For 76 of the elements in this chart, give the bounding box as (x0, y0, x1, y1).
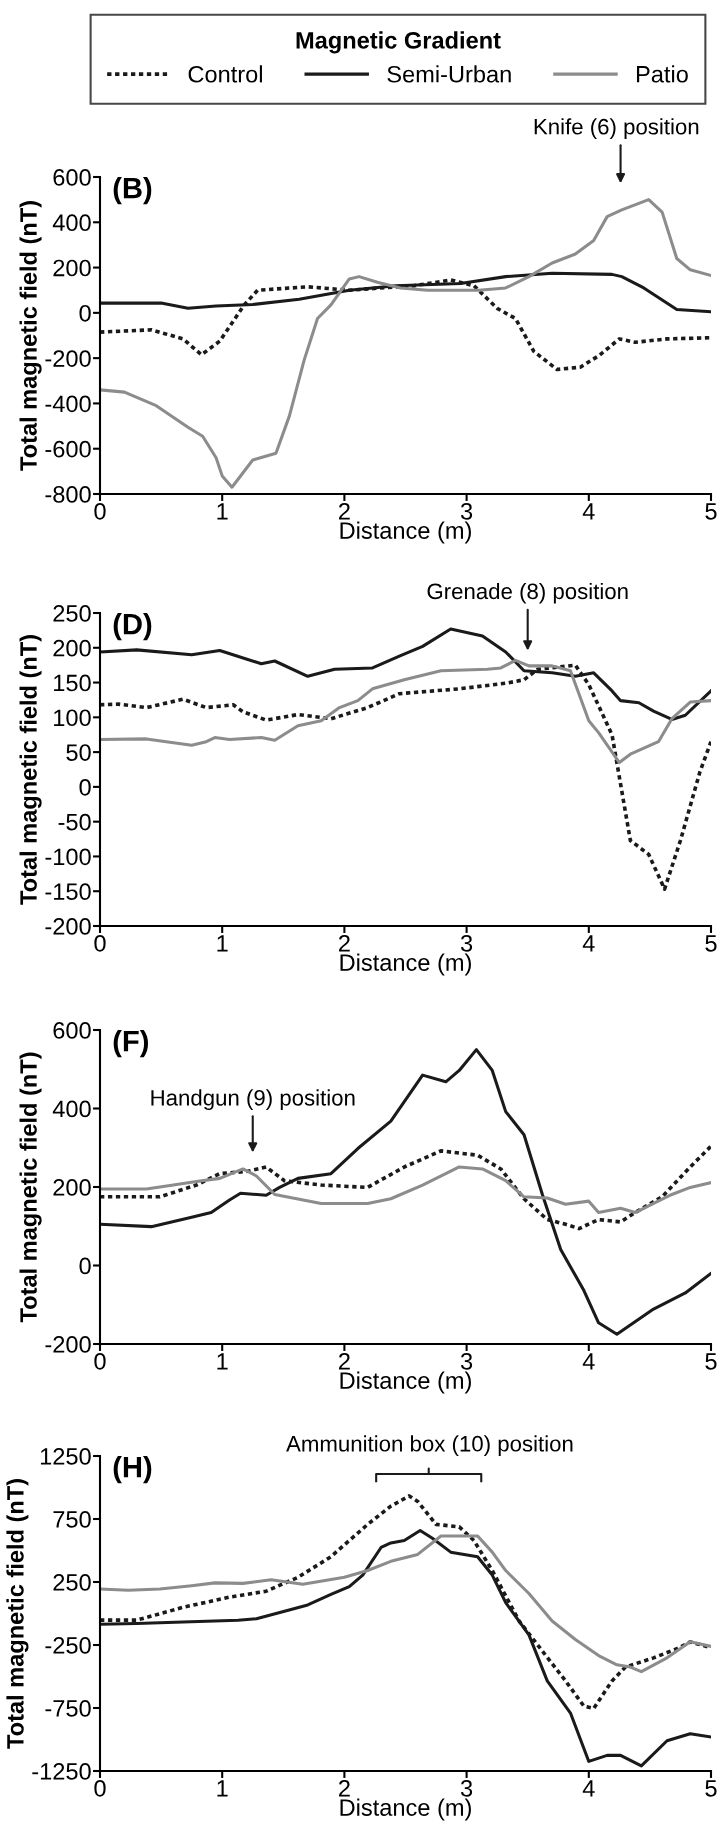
y-tick-label: -50 (58, 813, 91, 831)
y-tick-label: 250 (53, 1574, 91, 1591)
x-tick-label: 5 (705, 1780, 717, 1797)
x-tick-label: 1 (217, 503, 228, 520)
chart-title: (D) (113, 613, 152, 641)
y-tick-label: -750 (45, 1700, 91, 1717)
x-tick-label: 4 (582, 1780, 595, 1797)
x-tick-label: 3 (460, 502, 473, 520)
x-tick-label: 5 (705, 503, 717, 520)
y-tick-label: 50 (66, 744, 91, 761)
x-tick-label: 4 (582, 935, 595, 952)
text: Knife (6) position (534, 118, 699, 139)
chart-title: (H) (113, 1456, 152, 1484)
y-tick-label: -200 (45, 918, 91, 935)
x-axis-title: Distance (m) (340, 953, 471, 976)
x-tick-label: 1 (217, 935, 228, 952)
y-tick-label: 400 (52, 214, 91, 232)
chart-title: (B) (113, 177, 152, 205)
x-tick-label: 2 (339, 502, 350, 520)
x-tick-label: 2 (339, 934, 350, 952)
y-tick-label: -150 (45, 883, 91, 901)
line-series (100, 1534, 711, 1674)
y-tick-label: -100 (45, 848, 91, 866)
x-tick-label: 2 (339, 1779, 350, 1797)
x-tick-label: 1 (217, 1780, 228, 1797)
y-tick-label: -1250 (32, 1763, 91, 1780)
y-tick-label: -800 (45, 486, 91, 503)
y-tick-label: 600 (53, 1022, 91, 1039)
legend-label: Control (188, 65, 262, 83)
y-tick-label: 600 (53, 169, 91, 186)
x-tick-label: 2 (339, 1352, 350, 1370)
legend-label: Patio (636, 65, 688, 83)
line-series (100, 1165, 711, 1215)
y-axis-title: Total magnetic field (nT) (19, 201, 42, 471)
chart-title: (F) (113, 1030, 149, 1058)
y-tick-label: -250 (45, 1637, 91, 1654)
x-tick-label: 1 (217, 1353, 228, 1370)
y-tick-label: 150 (54, 674, 91, 692)
y-tick-label: 400 (52, 1100, 91, 1118)
x-tick-label: 3 (460, 1779, 473, 1797)
x-tick-label: 3 (460, 934, 473, 952)
y-axis-title: Total magnetic field (nT) (19, 1052, 42, 1323)
y-tick-label: 100 (54, 709, 91, 727)
legend-label: Semi-Urban (387, 65, 511, 83)
y-tick-label: 0 (79, 304, 91, 322)
x-axis-title: Distance (m) (340, 1371, 471, 1394)
y-axis-title: Total magnetic field (nT) (6, 1479, 29, 1749)
y-tick-label: -200 (45, 1336, 91, 1353)
x-tick-label: 4 (582, 503, 595, 520)
y-tick-label: 0 (79, 778, 91, 796)
x-tick-label: 4 (582, 1353, 595, 1370)
x-tick-label: 5 (705, 1353, 717, 1370)
x-tick-label: 0 (94, 502, 106, 520)
y-tick-label: 200 (53, 639, 91, 657)
x-tick-label: 3 (460, 1352, 473, 1370)
x-tick-label: 0 (94, 934, 106, 952)
y-axis-title: Total magnetic field (nT) (19, 635, 42, 905)
line-series (100, 658, 711, 765)
y-tick-label: 200 (53, 259, 91, 277)
y-tick-label: -400 (45, 395, 91, 413)
y-tick-label: 1250 (40, 1448, 91, 1465)
x-axis-title: Distance (m) (340, 521, 471, 544)
y-tick-label: -600 (45, 440, 91, 458)
legend-title: Magnetic Gradient (296, 31, 501, 54)
text: Grenade (8) position (427, 582, 628, 604)
x-tick-label: 5 (705, 935, 717, 952)
y-tick-label: 750 (53, 1511, 91, 1528)
y-tick-label: -200 (45, 350, 91, 367)
annotation: Handgun (9) position (151, 1089, 355, 1111)
y-tick-label: 250 (53, 605, 91, 622)
y-tick-label: 0 (79, 1257, 91, 1275)
x-tick-label: 0 (94, 1779, 106, 1797)
annotation: Ammunition box (10) position (286, 1435, 573, 1456)
x-tick-label: 0 (94, 1352, 106, 1370)
x-axis-title: Distance (m) (340, 1798, 471, 1821)
y-tick-label: 200 (53, 1179, 91, 1196)
